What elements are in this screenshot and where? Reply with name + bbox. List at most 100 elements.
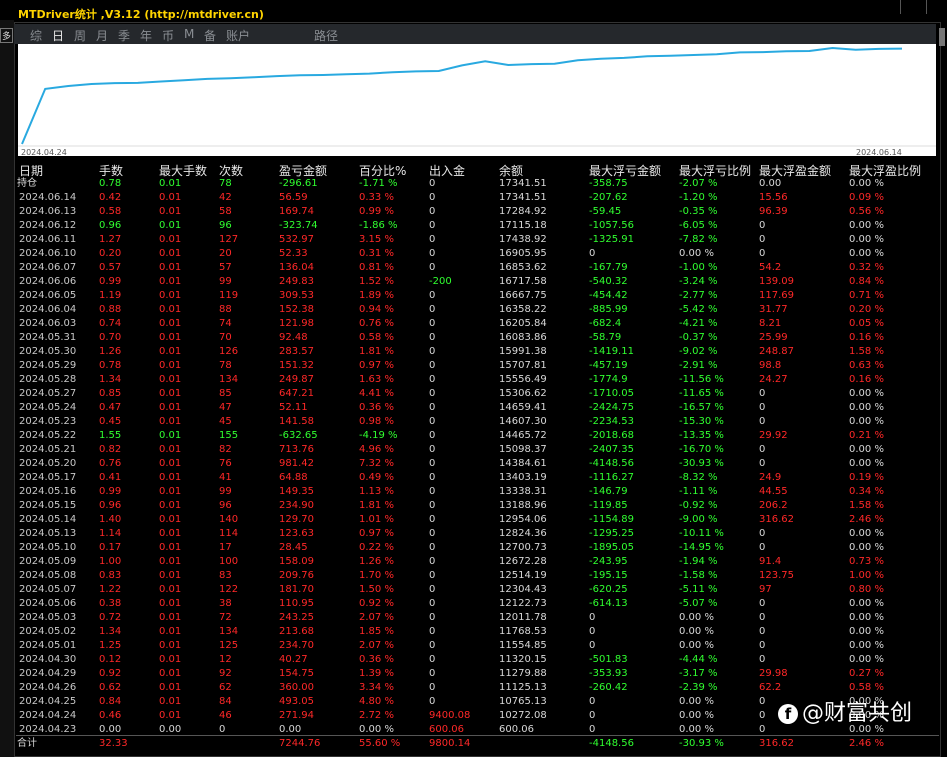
tab-4[interactable]: 季 <box>118 29 131 43</box>
window-close-button[interactable] <box>900 0 911 14</box>
col-header-3[interactable]: 次数 <box>219 164 244 178</box>
table-cell: 0.99 <box>99 486 122 497</box>
table-cell: 42 <box>219 192 232 203</box>
table-cell: 45 <box>219 416 232 427</box>
table-cell: 0 <box>759 234 766 245</box>
table-cell: 0.00 % <box>679 248 714 259</box>
window-title: MTDriver统计 ,V3.12 (http://mtdriver.cn) <box>18 8 264 21</box>
table-cell: 0.00 % <box>849 654 884 665</box>
table-cell: 14465.72 <box>499 430 547 441</box>
table-cell: 0.00 <box>279 724 302 735</box>
table-cell: 2.07 % <box>359 640 394 651</box>
tab-6[interactable]: 币 <box>162 29 175 43</box>
table-cell: 0.01 <box>159 556 182 567</box>
table-cell: 92 <box>219 668 232 679</box>
tab-8[interactable]: 备 <box>204 29 217 43</box>
table-cell: 16905.95 <box>499 248 547 259</box>
table-cell: 1.58 % <box>849 500 884 511</box>
table-cell: 1.19 <box>99 290 122 301</box>
table-cell: 0.01 <box>159 458 182 469</box>
tab-9[interactable]: 账户 <box>226 29 251 43</box>
row-date: 2024.05.14 <box>19 514 77 525</box>
table-cell: 1.00 % <box>849 570 884 581</box>
table-cell: 0.01 <box>159 276 182 287</box>
left-side-strip <box>0 20 14 757</box>
table-cell: 0.78 <box>99 360 122 371</box>
tab-3[interactable]: 月 <box>96 29 109 43</box>
tab-10[interactable]: 路径 <box>314 29 339 43</box>
table-cell: 0.01 <box>159 640 182 651</box>
table-cell: 0.01 <box>159 486 182 497</box>
table-cell: 234.90 <box>279 500 314 511</box>
table-cell: -2407.35 <box>589 444 634 455</box>
col-header-9[interactable]: 最大浮亏比例 <box>679 164 752 178</box>
tab-2[interactable]: 周 <box>74 29 87 43</box>
table-cell: 83 <box>219 570 232 581</box>
table-cell: 0 <box>759 444 766 455</box>
table-cell: 0.97 % <box>359 528 394 539</box>
table-cell: -1.94 % <box>679 556 718 567</box>
table-cell: -501.83 <box>589 654 628 665</box>
table-cell: 1.13 % <box>359 486 394 497</box>
table-cell: 0.72 <box>99 612 122 623</box>
col-header-0[interactable]: 日期 <box>19 164 44 178</box>
table-cell: -457.19 <box>589 360 628 371</box>
table-cell: 1.22 <box>99 584 122 595</box>
table-cell: 1.14 <box>99 528 122 539</box>
table-cell: 213.68 <box>279 626 314 637</box>
total-cell: -4148.56 <box>589 738 634 749</box>
table-cell: 1.40 <box>99 514 122 525</box>
table-cell: 0.00 % <box>849 220 884 231</box>
table-cell: 0.58 % <box>359 332 394 343</box>
scrollbar-handle[interactable] <box>939 28 945 46</box>
table-cell: -260.42 <box>589 682 628 693</box>
col-header-5[interactable]: 百分比% <box>359 164 407 178</box>
table-cell: 0 <box>429 360 436 371</box>
table-cell: -3.17 % <box>679 668 718 679</box>
table-cell: 1.89 % <box>359 290 394 301</box>
table-cell: 0 <box>589 724 596 735</box>
window-resize-button[interactable] <box>926 0 937 14</box>
col-header-6[interactable]: 出入金 <box>429 164 466 178</box>
table-cell: 0.01 <box>159 654 182 665</box>
table-cell: 4.80 % <box>359 696 394 707</box>
table-cell: 0.01 <box>159 220 182 231</box>
holding-cell: -296.61 <box>279 178 318 189</box>
row-date: 2024.06.12 <box>19 220 77 231</box>
col-header-4[interactable]: 盈亏金额 <box>279 164 328 178</box>
col-header-10[interactable]: 最大浮盈金额 <box>759 164 832 178</box>
col-header-1[interactable]: 手数 <box>99 164 124 178</box>
table-cell: 0 <box>429 416 436 427</box>
tab-5[interactable]: 年 <box>140 29 153 43</box>
table-cell: 0 <box>589 710 596 721</box>
table-cell: -3.24 % <box>679 276 718 287</box>
table-cell: 0.47 <box>99 402 122 413</box>
watermark: f @财富共创 <box>778 695 912 726</box>
table-cell: 24.9 <box>759 472 782 483</box>
table-cell: 0.00 % <box>359 724 394 735</box>
table-cell: 72 <box>219 612 232 623</box>
col-header-8[interactable]: 最大浮亏金额 <box>589 164 662 178</box>
total-label: 合计 <box>17 738 37 749</box>
table-cell: 46 <box>219 710 232 721</box>
table-cell: 2.07 % <box>359 612 394 623</box>
tab-1[interactable]: 日 <box>52 29 65 43</box>
table-cell: -11.56 % <box>679 374 724 385</box>
row-date: 2024.05.22 <box>19 430 77 441</box>
table-cell: 0 <box>759 598 766 609</box>
table-cell: 0 <box>589 640 596 651</box>
table-cell: 713.76 <box>279 444 314 455</box>
table-cell: 122 <box>219 584 239 595</box>
row-date: 2024.06.04 <box>19 304 77 315</box>
table-cell: 0.31 % <box>359 248 394 259</box>
col-header-2[interactable]: 最大手数 <box>159 164 208 178</box>
table-cell: -1419.11 <box>589 346 634 357</box>
total-cell: -30.93 % <box>679 738 724 749</box>
table-cell: 15306.62 <box>499 388 547 399</box>
col-header-11[interactable]: 最大浮盈比例 <box>849 164 922 178</box>
table-cell: 47 <box>219 402 232 413</box>
col-header-7[interactable]: 余额 <box>499 164 524 178</box>
tab-0[interactable]: 综 <box>30 29 43 43</box>
tab-7[interactable]: M <box>184 27 195 41</box>
table-cell: 0.33 % <box>359 192 394 203</box>
